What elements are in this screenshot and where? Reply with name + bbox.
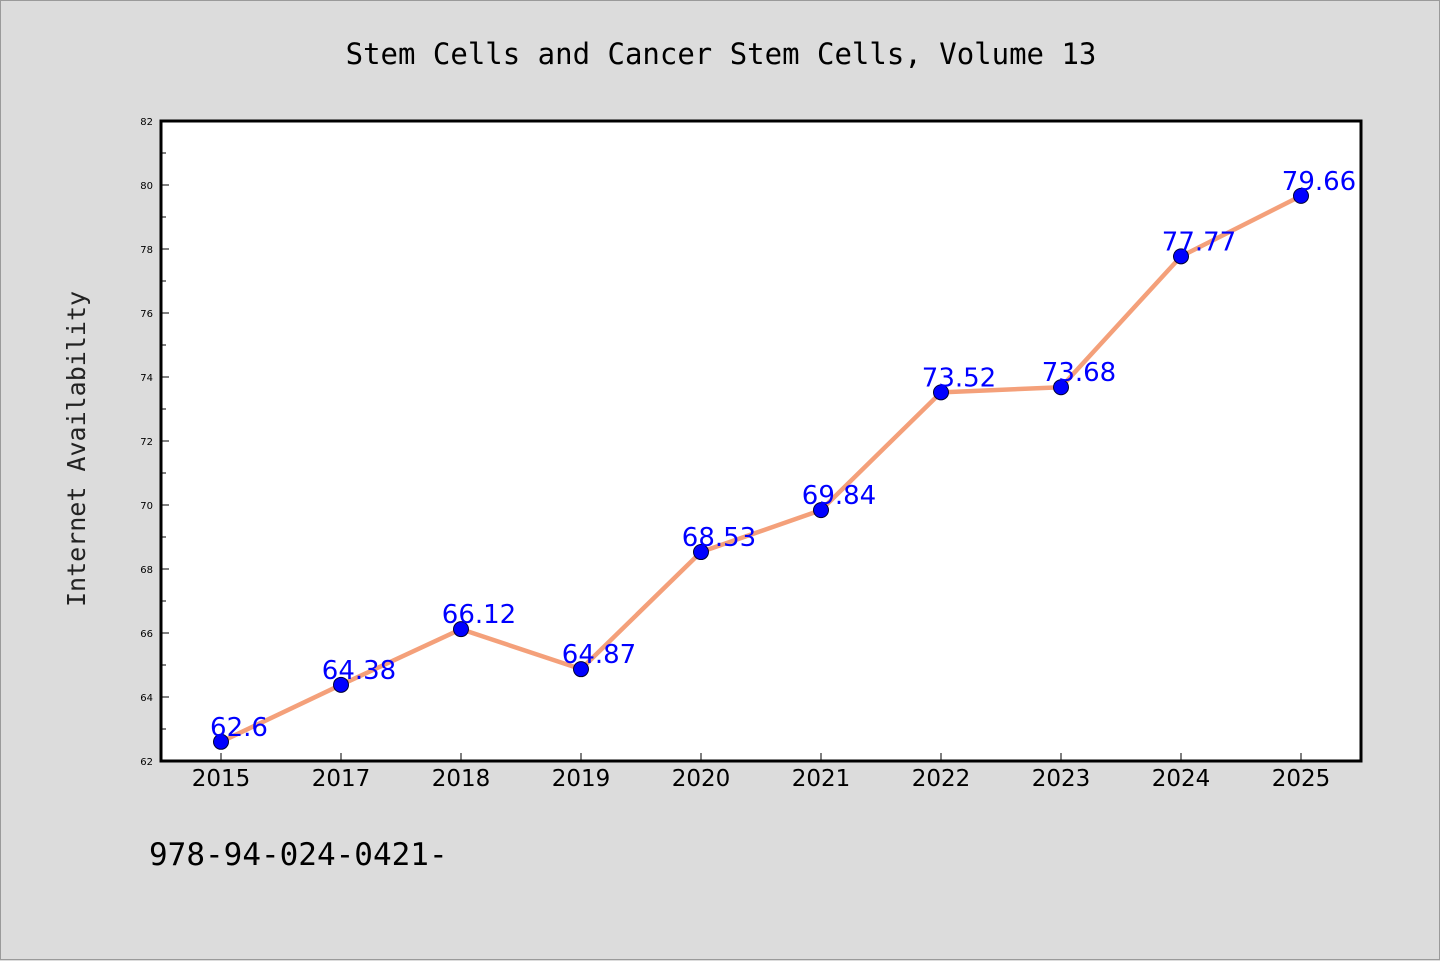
y-axis-ticks: 62 64 66 68 70 72 74 76 78 80 82 [140,117,169,768]
data-point-marker [813,502,829,519]
data-point-marker [333,676,349,693]
data-labels: 62.6 64.38 66.12 64.87 68.53 69.84 73.52 73.68 7… [210,167,1356,743]
x-tick-label: 2015 [192,766,251,792]
y-tick-label: 70 [140,501,153,512]
chart-title: Stem Cells and Cancer Stem Cells, Volume… [346,37,1097,71]
y-tick-label: 62 [140,757,153,768]
y-tick-label: 66 [140,629,153,640]
data-point-marker [573,661,589,678]
data-label: 64.87 [562,640,636,670]
series-line [220,193,1303,744]
y-axis-label: Internet Availability [62,291,91,607]
data-label: 68.53 [682,523,756,553]
data-point-marker [453,621,469,638]
data-label: 62.6 [210,713,268,743]
y-tick-label: 80 [140,181,153,192]
x-tick-label: 2025 [1272,766,1331,792]
x-tick-label: 2020 [672,766,731,792]
data-label: 79.66 [1282,167,1356,197]
data-point-marker [693,544,709,561]
x-tick-label: 2022 [912,766,971,792]
x-axis-ticks: 2015 2017 2018 2019 2020 2021 2022 2023 2024 2025 [192,753,1331,792]
data-label: 77.77 [1162,227,1236,257]
data-point-marker [1173,248,1189,265]
y-tick-label: 74 [140,373,153,384]
data-label: 73.52 [922,363,996,393]
data-label: 73.68 [1042,358,1116,388]
y-tick-label: 76 [140,309,153,320]
data-label: 69.84 [802,481,876,511]
y-tick-label: 64 [140,693,153,704]
series-markers [213,187,1309,750]
y-tick-label: 68 [140,565,153,576]
x-tick-label: 2018 [432,766,491,792]
x-tick-label: 2021 [792,766,851,792]
x-tick-label: 2017 [312,766,371,792]
data-label: 66.12 [442,600,516,630]
plot-area [159,119,1363,763]
isbn-footer-text: 978-94-024-0421- [149,837,448,873]
data-point-marker [933,384,949,401]
x-tick-label: 2019 [552,766,611,792]
data-point-marker [213,733,229,750]
data-point-marker [1053,379,1069,396]
x-tick-label: 2023 [1032,766,1091,792]
x-tick-label: 2024 [1152,766,1211,792]
y-tick-label: 82 [140,117,153,128]
data-label: 64.38 [322,656,396,686]
y-tick-label: 78 [140,245,153,256]
data-point-marker [1293,187,1309,204]
y-tick-label: 72 [140,437,153,448]
